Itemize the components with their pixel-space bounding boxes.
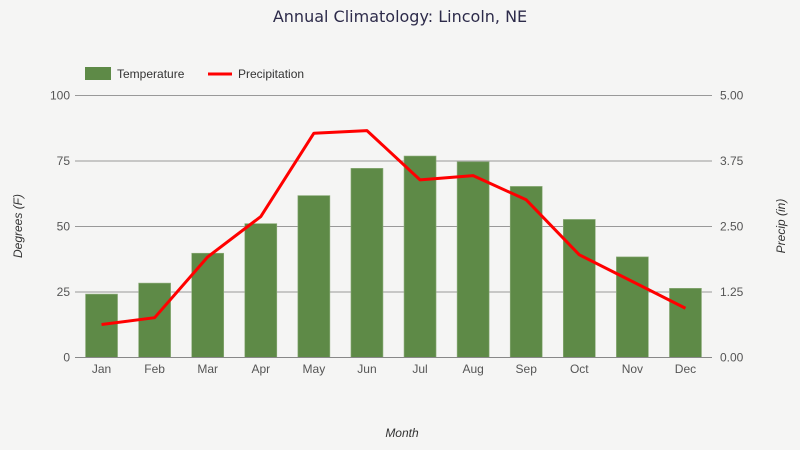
x-tick-label: Mar: [197, 362, 218, 376]
gridlines: [75, 95, 712, 293]
x-tick-label: Apr: [251, 362, 270, 376]
bar-temperature: [297, 195, 331, 358]
y-tick-label-left: 75: [57, 154, 71, 168]
x-tick-label: May: [303, 362, 326, 376]
bar-temperature: [509, 186, 543, 358]
y-tick-label-right: 2.50: [720, 220, 744, 234]
bar-temperature: [403, 155, 437, 358]
y-tick-label-right: 1.25: [720, 285, 744, 299]
line-precipitation: [101, 129, 687, 326]
y-tick-label-left: 50: [57, 220, 71, 234]
bar-temperature: [669, 288, 702, 358]
legend-label-precipitation: Precipitation: [238, 67, 304, 81]
x-tick-label: Jun: [357, 362, 376, 376]
x-axis-title: Month: [385, 426, 419, 440]
bar-temperature: [456, 161, 490, 358]
x-tick-label: Jan: [92, 362, 111, 376]
legend-swatch-temperature: [85, 67, 111, 80]
x-tick-label: Sep: [516, 362, 538, 376]
bars-temperature: [85, 155, 702, 358]
x-tick-label: Jul: [412, 362, 427, 376]
x-tick-label: Feb: [144, 362, 165, 376]
bar-temperature: [616, 256, 649, 358]
y-tick-label-left: 25: [57, 285, 71, 299]
bar-temperature: [244, 223, 278, 358]
x-tick-label: Dec: [675, 362, 696, 376]
x-tick-label: Oct: [570, 362, 589, 376]
y-tick-label-right: 3.75: [720, 154, 744, 168]
x-tick-label: Aug: [462, 362, 483, 376]
y-tick-label-left: 0: [63, 351, 70, 365]
line-precipitation-path: [101, 129, 687, 326]
chart-title: Annual Climatology: Lincoln, NE: [273, 7, 527, 26]
y-tick-label-right: 5.00: [720, 89, 744, 103]
bar-temperature: [350, 168, 384, 358]
y-axis-left: 0 25 50 75 100: [50, 89, 70, 365]
y-axis-right: 0.00 1.25 2.50 3.75 5.00: [720, 89, 744, 365]
bar-temperature: [85, 293, 118, 358]
legend-label-temperature: Temperature: [117, 67, 185, 81]
legend: Temperature Precipitation: [85, 67, 304, 81]
y-axis-left-title: Degrees (F): [11, 194, 25, 258]
y-tick-label-right: 0.00: [720, 351, 744, 365]
x-tick-label: Nov: [622, 362, 643, 376]
bar-temperature: [562, 219, 596, 358]
y-axis-right-title: Precip (in): [774, 199, 788, 254]
y-tick-label-left: 100: [50, 89, 70, 103]
x-axis: Jan Feb Mar Apr May Jun Jul Aug Sep Oct Nov Dec: [75, 357, 712, 376]
